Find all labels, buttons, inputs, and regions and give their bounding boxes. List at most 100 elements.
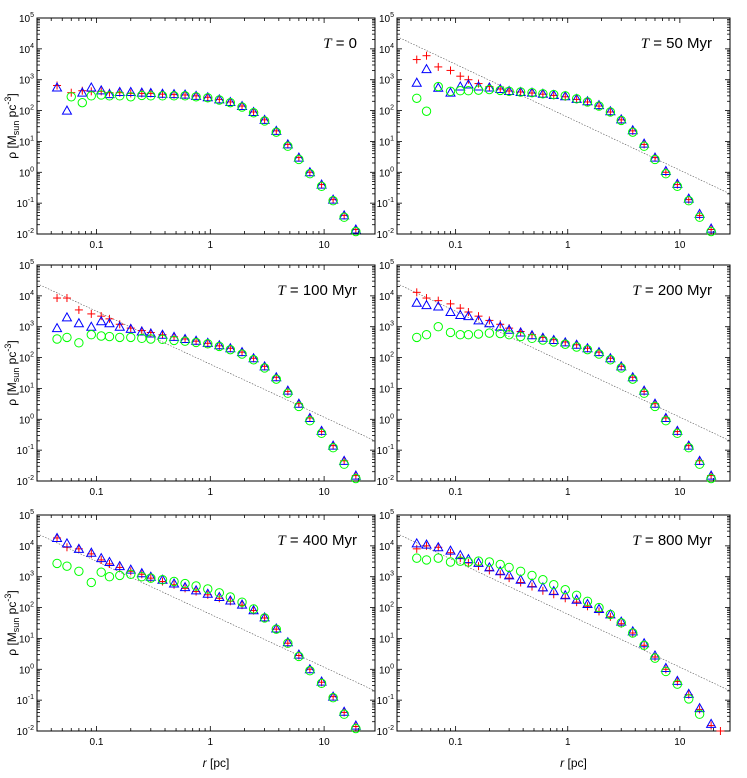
x-tick-label: 1 xyxy=(208,240,214,251)
data-point-triangle xyxy=(503,85,515,96)
x-axis-title: r [pc] xyxy=(560,756,587,770)
data-point-triangle xyxy=(537,332,549,342)
data-point-plus xyxy=(87,309,96,318)
data-point-triangle xyxy=(454,309,466,319)
data-point-triangle xyxy=(445,306,456,316)
data-point-triangle xyxy=(316,425,327,435)
y-tick-label: 102 xyxy=(19,352,34,365)
data-point-triangle xyxy=(179,581,191,592)
data-point-circle xyxy=(538,89,548,99)
data-point-circle xyxy=(328,195,338,206)
y-tick-label: 103 xyxy=(379,571,394,584)
data-point-triangle xyxy=(85,81,97,92)
panel-title: T = 800 Myr xyxy=(632,532,712,549)
data-point-circle xyxy=(560,584,570,595)
data-point-plus xyxy=(146,574,155,583)
data-point-triangle xyxy=(270,371,282,382)
data-point-plus xyxy=(516,578,525,587)
data-point-triangle xyxy=(236,599,248,609)
data-point-plus xyxy=(716,727,725,735)
x-tick-label: 0.1 xyxy=(90,737,104,748)
data-point-plus xyxy=(412,544,421,553)
data-point-plus xyxy=(446,548,455,557)
x-tick-label: 10 xyxy=(674,240,686,251)
data-point-triangle xyxy=(615,113,627,124)
data-point-triangle xyxy=(615,360,627,371)
data-point-circle xyxy=(484,557,495,567)
x-tick-label: 0.1 xyxy=(449,737,463,748)
data-point-triangle xyxy=(157,88,168,98)
data-point-triangle xyxy=(327,194,339,204)
y-tick-label: 105 xyxy=(19,509,34,522)
data-point-triangle xyxy=(202,337,214,347)
y-tick-label: 103 xyxy=(19,74,34,87)
data-point-circle xyxy=(504,562,514,573)
data-point-circle xyxy=(412,553,422,563)
data-point-triangle xyxy=(224,594,236,605)
data-point-circle xyxy=(157,91,168,101)
data-point-triangle xyxy=(445,87,456,97)
data-point-circle xyxy=(237,597,247,607)
panel-1: 10-2 10-1 100 101 102 103 104 105 0.1 1 10 T = 0 ρ [… xyxy=(3,12,376,251)
x-tick-label: 1 xyxy=(208,737,214,748)
data-point-circle xyxy=(473,329,484,339)
data-point-circle xyxy=(225,592,236,602)
data-point-circle xyxy=(339,459,349,469)
panel-3: 10-2 10-1 100 101 102 103 104 105 0.1 1 10 T = 100 … xyxy=(3,259,376,498)
data-point-triangle xyxy=(473,557,484,567)
data-point-triangle xyxy=(638,637,650,648)
data-point-circle xyxy=(445,557,456,567)
x-tick-label: 1 xyxy=(565,240,571,251)
data-point-circle xyxy=(115,570,125,581)
data-point-triangle xyxy=(484,81,495,92)
data-point-triangle xyxy=(537,88,549,98)
data-point-plus xyxy=(434,62,443,71)
data-point-circle xyxy=(504,330,514,340)
data-point-triangle xyxy=(85,547,97,557)
x-axis-title: r [pc] xyxy=(203,756,230,770)
data-point-triangle xyxy=(582,598,593,609)
data-point-triangle xyxy=(202,588,214,598)
data-point-triangle xyxy=(582,95,593,106)
data-point-triangle xyxy=(615,616,627,626)
y-tick-label: 10-1 xyxy=(377,694,394,707)
data-point-circle xyxy=(328,442,338,453)
data-point-circle xyxy=(271,624,281,634)
data-point-circle xyxy=(305,665,315,676)
panel-4: 10-2 10-1 100 101 102 103 104 105 0.1 1 10 T = 200 … xyxy=(377,259,731,498)
data-point-plus xyxy=(412,288,421,297)
data-point-triangle xyxy=(432,541,444,552)
data-point-triangle xyxy=(548,334,560,345)
data-point-circle xyxy=(594,101,604,111)
data-point-circle xyxy=(616,618,626,628)
x-tick-label: 0.1 xyxy=(90,487,104,498)
data-point-triangle xyxy=(672,178,683,188)
data-point-triangle xyxy=(605,608,616,619)
data-point-plus xyxy=(561,594,570,603)
data-point-circle xyxy=(305,168,315,179)
panel-title: T = 100 Myr xyxy=(277,282,357,299)
data-point-circle xyxy=(571,590,582,600)
data-point-triangle xyxy=(202,91,214,102)
data-point-triangle xyxy=(125,564,137,574)
data-point-circle xyxy=(214,588,225,598)
data-point-circle xyxy=(538,335,548,345)
y-tick-label: 102 xyxy=(19,602,34,615)
data-point-plus xyxy=(496,570,505,579)
data-point-triangle xyxy=(494,83,506,94)
data-point-circle xyxy=(549,337,559,347)
data-point-circle xyxy=(169,576,179,587)
data-point-circle xyxy=(445,327,456,338)
series-triangle xyxy=(411,537,717,728)
data-point-circle xyxy=(351,226,361,237)
data-point-circle xyxy=(421,555,432,565)
data-point-circle xyxy=(421,106,432,116)
data-point-triangle xyxy=(293,649,305,659)
data-point-circle xyxy=(445,86,456,97)
data-point-circle xyxy=(316,678,327,689)
y-tick-label: 105 xyxy=(19,12,34,25)
data-point-circle xyxy=(706,473,716,484)
data-point-circle xyxy=(694,459,705,469)
data-point-circle xyxy=(582,97,593,107)
data-point-circle xyxy=(52,558,62,569)
